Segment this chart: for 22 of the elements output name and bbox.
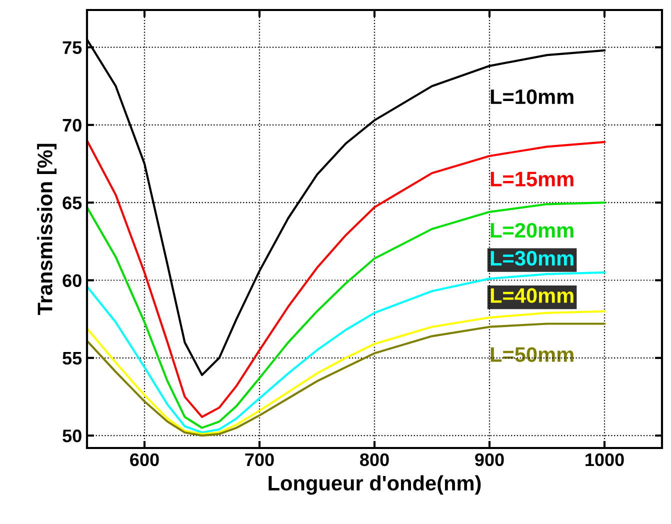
line-series	[87, 139, 606, 418]
series-label: L=50mm	[490, 347, 574, 362]
x-tick-label: 800	[360, 453, 389, 466]
series-label: L=15mm	[490, 172, 574, 186]
y-tick-label: 75	[62, 41, 82, 54]
y-axis-title: Transmission [%]	[37, 144, 56, 316]
series-label: L=10mm	[490, 89, 574, 104]
line-series	[87, 271, 606, 434]
line-series	[87, 202, 606, 429]
series-label: L=30mm	[490, 250, 574, 266]
y-tick-label: 50	[62, 430, 82, 442]
x-tick-label: 700	[245, 453, 274, 466]
x-tick-label: 600	[130, 453, 159, 466]
x-axis-title: Longueur d'onde(nm)	[268, 475, 481, 495]
y-tick-label: 65	[62, 196, 82, 210]
y-tick-label: 70	[62, 118, 82, 132]
series-label: L=40mm	[490, 288, 574, 303]
x-tick-label: 1000	[586, 453, 624, 466]
series-label: L=20mm	[490, 222, 574, 238]
y-tick-label: 55	[62, 352, 82, 365]
x-tick-label: 900	[475, 453, 504, 466]
y-tick-label: 60	[62, 274, 82, 287]
